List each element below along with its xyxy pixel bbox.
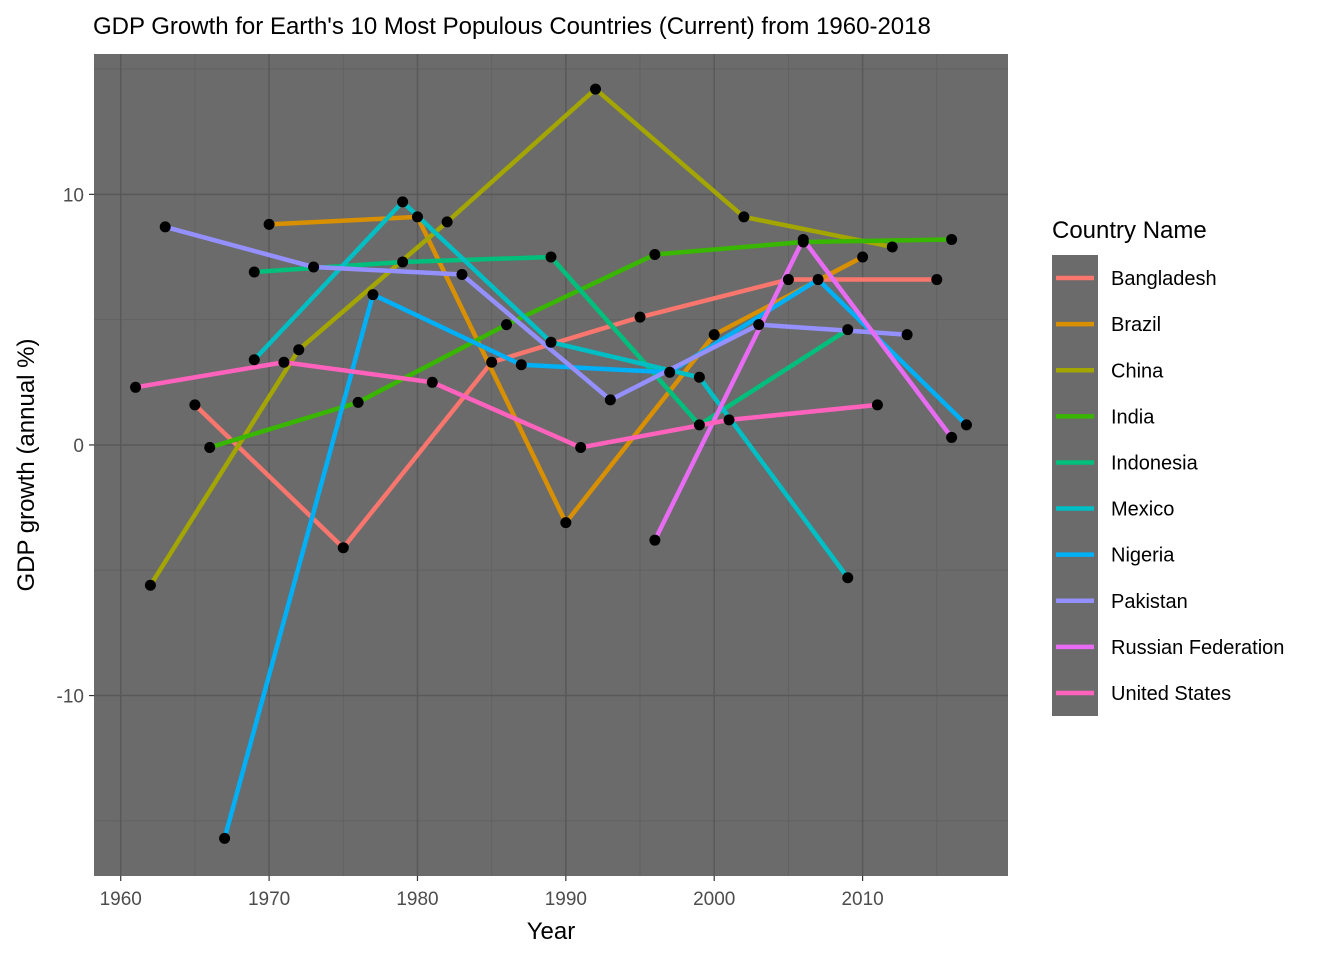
data-point bbox=[886, 241, 898, 253]
chart-title: GDP Growth for Earth's 10 Most Populous … bbox=[93, 13, 931, 40]
data-point bbox=[604, 394, 616, 406]
data-point bbox=[797, 233, 809, 245]
data-point bbox=[590, 83, 602, 95]
legend-title: Country Name bbox=[1052, 217, 1207, 244]
data-point bbox=[857, 251, 869, 263]
data-point bbox=[308, 261, 320, 273]
y-axis: -10 0 10 bbox=[57, 185, 94, 708]
data-points bbox=[130, 83, 972, 844]
legend-label-mexico: Mexico bbox=[1111, 499, 1174, 521]
data-point bbox=[486, 356, 498, 368]
legend-label-bangladesh: Bangladesh bbox=[1111, 268, 1217, 290]
data-point bbox=[352, 396, 364, 408]
data-point bbox=[753, 319, 765, 331]
x-tick-label: 1960 bbox=[100, 889, 142, 910]
legend-label-pakistan: Pakistan bbox=[1111, 591, 1188, 613]
data-point bbox=[946, 233, 958, 245]
data-point bbox=[367, 289, 379, 301]
data-point bbox=[545, 336, 557, 348]
legend-label-brazil: Brazil bbox=[1111, 314, 1161, 336]
data-point bbox=[337, 542, 349, 554]
data-point bbox=[397, 196, 409, 208]
legend-label-russian-federation: Russian Federation bbox=[1111, 637, 1284, 659]
data-point bbox=[456, 269, 468, 281]
data-point bbox=[515, 359, 527, 371]
y-tick-label: 10 bbox=[63, 185, 84, 206]
x-tick-label: 2010 bbox=[841, 889, 883, 910]
data-point bbox=[130, 381, 142, 393]
x-tick-label: 2000 bbox=[693, 889, 735, 910]
data-point bbox=[693, 371, 705, 383]
y-axis-title: GDP growth (annual %) bbox=[13, 338, 40, 591]
legend-label-nigeria: Nigeria bbox=[1111, 545, 1175, 567]
data-point bbox=[500, 319, 512, 331]
data-point bbox=[560, 517, 572, 529]
data-point bbox=[278, 356, 290, 368]
data-point bbox=[248, 266, 260, 278]
data-point bbox=[871, 399, 883, 411]
data-point bbox=[649, 248, 661, 260]
legend-label-united-states: United States bbox=[1111, 683, 1231, 705]
data-point bbox=[842, 324, 854, 336]
data-point bbox=[219, 832, 231, 844]
legend-key-background bbox=[1052, 255, 1098, 716]
data-point bbox=[263, 218, 275, 230]
series-line-united-states bbox=[135, 360, 878, 450]
plot-panel bbox=[94, 54, 1008, 876]
y-tick-label: -10 bbox=[57, 687, 84, 708]
data-point bbox=[159, 221, 171, 233]
x-axis-title: Year bbox=[527, 918, 576, 945]
data-point bbox=[812, 274, 824, 286]
data-point bbox=[426, 376, 438, 388]
legend-label-india: India bbox=[1111, 406, 1155, 428]
data-point bbox=[693, 419, 705, 431]
legend-label-indonesia: Indonesia bbox=[1111, 452, 1199, 474]
data-point bbox=[708, 329, 720, 341]
data-point bbox=[441, 216, 453, 228]
data-point bbox=[144, 579, 156, 591]
legend: Country Name Bangladesh Brazil China India I… bbox=[1052, 217, 1284, 716]
data-point bbox=[545, 251, 557, 263]
data-point bbox=[723, 414, 735, 426]
series-line-nigeria bbox=[222, 277, 969, 840]
data-point bbox=[960, 419, 972, 431]
data-point bbox=[649, 534, 661, 546]
x-tick-label: 1990 bbox=[545, 889, 587, 910]
data-point bbox=[931, 274, 943, 286]
data-point bbox=[293, 344, 305, 356]
data-point bbox=[189, 399, 201, 411]
y-tick-label: 0 bbox=[73, 436, 84, 457]
legend-label-china: China bbox=[1111, 360, 1164, 382]
x-tick-label: 1970 bbox=[248, 889, 290, 910]
data-point bbox=[204, 441, 216, 453]
x-tick-label: 1980 bbox=[396, 889, 438, 910]
data-point bbox=[946, 431, 958, 443]
series-line-china bbox=[148, 86, 893, 587]
data-point bbox=[901, 329, 913, 341]
data-point bbox=[738, 211, 750, 223]
data-point bbox=[411, 211, 423, 223]
grid-lines bbox=[94, 54, 1008, 876]
x-axis: 1960 1970 1980 1990 2000 2010 bbox=[100, 876, 884, 910]
data-point bbox=[842, 572, 854, 584]
data-point bbox=[664, 366, 676, 378]
data-point bbox=[397, 256, 409, 268]
data-point bbox=[634, 311, 646, 323]
series-line-pakistan bbox=[164, 224, 908, 403]
data-point bbox=[782, 274, 794, 286]
data-point bbox=[248, 354, 260, 366]
data-point bbox=[575, 441, 587, 453]
